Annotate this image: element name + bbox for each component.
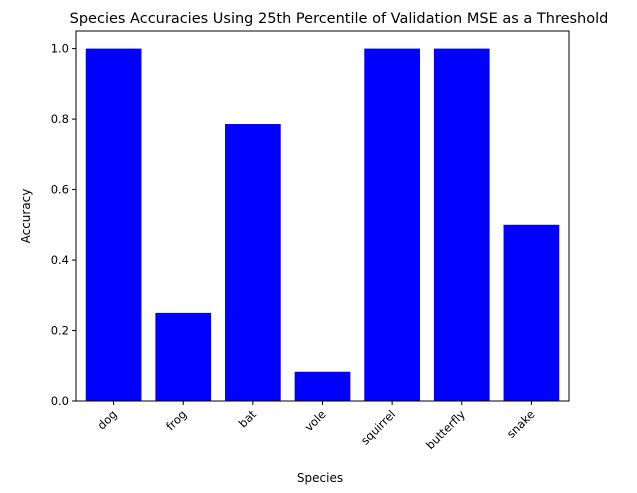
x-tick-label-frog: frog <box>163 407 189 433</box>
x-tick-label-snake: snake <box>504 407 538 441</box>
bar-squirrel <box>364 48 420 402</box>
x-axis: dog frog bat vole squirrel butterfly snake <box>95 401 538 452</box>
y-tick-label: 0.0 <box>51 394 69 408</box>
x-axis-label: Species <box>297 471 343 485</box>
bar-butterfly <box>433 48 490 402</box>
x-tick-label-squirrel: squirrel <box>358 407 398 447</box>
x-tick-label-bat: bat <box>236 407 260 431</box>
y-tick-label: 0.6 <box>51 183 69 197</box>
bar-bat <box>225 124 281 401</box>
y-axis-label: Accuracy <box>19 189 33 244</box>
y-axis: 0.0 0.2 0.4 0.6 0.8 1.0 <box>51 42 76 408</box>
bars-group <box>85 48 560 402</box>
x-tick-label-vole: vole <box>302 407 329 434</box>
bar-vole <box>294 371 351 401</box>
x-tick-label-butterfly: butterfly <box>423 407 468 452</box>
bar-frog <box>155 312 212 401</box>
chart-title: Species Accuracies Using 25th Percentile… <box>70 11 609 27</box>
bar-snake <box>503 224 560 401</box>
y-tick-label: 1.0 <box>51 42 69 56</box>
x-tick-label-dog: dog <box>95 407 120 432</box>
y-tick-label: 0.2 <box>51 324 69 338</box>
bar-dog <box>85 48 142 402</box>
y-tick-label: 0.8 <box>51 112 69 126</box>
plot-frame <box>75 30 570 402</box>
y-tick-label: 0.4 <box>51 253 69 267</box>
